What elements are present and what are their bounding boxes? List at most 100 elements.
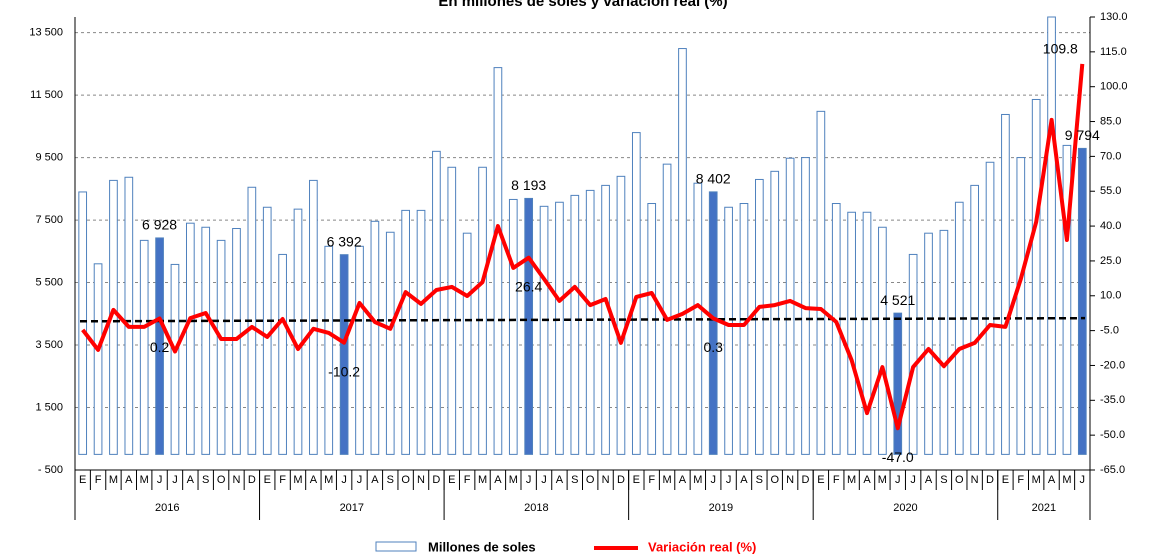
bar [585,189,595,455]
y2-tick-label: -35.0 [1100,394,1125,406]
bar [755,178,764,455]
x-tick-label: O [770,474,779,486]
bar-data-label: 8 193 [511,177,546,193]
x-tick-label: F [648,474,655,486]
y2-tick-label: 115.0 [1100,46,1127,58]
line-data-label: 0.2 [150,339,170,355]
x-tick-label: S [571,474,578,486]
y-tick-label: 5 500 [35,276,63,288]
bar [370,220,380,455]
bar [493,67,503,455]
x-tick-label: N [417,474,425,486]
legend-label: Variación real (%) [648,539,756,554]
x-tick-label: F [464,474,471,486]
bar [678,48,687,455]
bar [847,211,856,455]
bar [570,194,580,455]
x-tick-label: J [526,474,532,486]
bar [216,239,226,455]
y2-tick-label: 10.0 [1100,290,1121,302]
bar [524,197,534,455]
y-tick-label: 9 500 [35,151,63,163]
year-label: 2019 [709,502,733,514]
bar [324,245,334,455]
bar [862,211,872,455]
bar [1016,157,1026,455]
x-tick-label: O [401,474,410,486]
bar [616,175,626,455]
x-tick-label: J [357,474,363,486]
x-tick-label: J [895,474,901,486]
bar [1062,144,1072,455]
x-tick-label: S [202,474,209,486]
x-tick-label: E [633,474,640,486]
bar [385,231,395,455]
y-tick-label: 13 500 [29,27,63,39]
bar [1001,113,1010,455]
bar [462,232,472,455]
x-tick-label: S [387,474,394,486]
x-tick-label: M [693,474,702,486]
x-tick-label: M [293,474,302,486]
y-tick-label: 3 500 [35,339,63,351]
year-label: 2021 [1032,502,1056,514]
y-tick-label: 7 500 [35,214,63,226]
bar [278,253,287,455]
x-tick-label: M [478,474,487,486]
x-tick-label: D [986,474,994,486]
bar [708,191,718,455]
y2-tick-label: 40.0 [1100,220,1121,232]
y2-tick-label: 70.0 [1100,150,1121,162]
x-tick-label: F [833,474,840,486]
bar [447,166,457,455]
y2-tick-label: 25.0 [1100,255,1121,267]
x-tick-label: A [556,474,564,486]
bar [1047,16,1056,455]
line-data-label: 0.3 [703,339,723,355]
x-tick-label: N [786,474,794,486]
year-label: 2020 [893,502,917,514]
bar [816,110,826,455]
x-tick-label: F [1017,474,1024,486]
y2-tick-label: 100.0 [1100,81,1128,93]
y2-tick-label: 55.0 [1100,185,1121,197]
trend-line [79,316,1086,323]
bar [724,206,733,455]
x-tick-label: M [509,474,518,486]
x-tick-label: A [125,474,133,486]
bar [124,176,134,455]
x-tick-label: M [878,474,887,486]
line-data-label: -10.2 [328,363,360,379]
y2-tick-label: 85.0 [1100,115,1121,127]
bar [478,166,487,455]
y-tick-label: 11 500 [30,89,63,101]
x-tick-label: A [494,474,502,486]
bar [893,312,903,455]
bar [185,222,195,455]
bar [139,239,149,455]
bar [785,157,795,455]
x-tick-label: A [679,474,687,486]
x-tick-label: A [925,474,933,486]
bar [539,205,549,455]
chart-title: En millones de soles y variación real (%… [438,0,727,10]
bar-data-label: 6 392 [327,233,362,249]
x-tick-label: O [955,474,964,486]
bar [954,201,964,455]
x-tick-label: M [109,474,118,486]
x-tick-label: M [324,474,333,486]
x-tick-label: J [910,474,916,486]
bar [662,163,672,455]
x-tick-label: N [602,474,610,486]
x-tick-label: A [310,474,318,486]
line-data-label: 26.4 [515,278,542,294]
bar-data-label: 8 402 [696,171,731,187]
x-tick-label: O [217,474,226,486]
x-tick-label: O [586,474,595,486]
y2-tick-label: 130.0 [1100,11,1128,23]
bar [78,191,88,455]
bar [908,253,918,455]
bar [631,132,641,455]
y2-tick-label: -65.0 [1100,464,1125,476]
